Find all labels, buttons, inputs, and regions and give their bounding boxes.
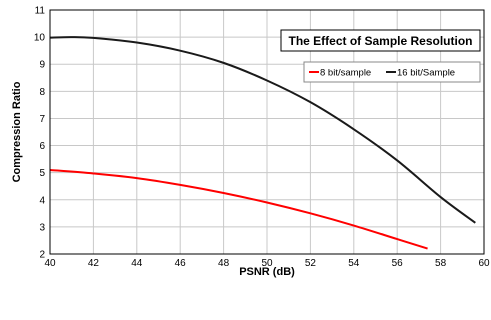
y-tick-label: 6 (39, 141, 45, 152)
x-tick-label: 58 (435, 258, 447, 269)
x-tick-label: 42 (88, 258, 100, 269)
x-tick-label: 54 (348, 258, 360, 269)
series-line-8bit (49, 168, 428, 250)
x-axis-title: PSNR (dB) (239, 266, 295, 278)
y-tick-label: 7 (39, 114, 45, 125)
y-tick-label: 11 (35, 6, 46, 17)
x-tick-labels: 40 42 44 46 48 50 52 54 56 58 60 (44, 258, 490, 269)
chart-title: The Effect of Sample Resolution (288, 34, 472, 48)
x-tick-label: 60 (478, 258, 490, 269)
x-tick-label: 44 (131, 258, 143, 269)
y-tick-label: 3 (39, 222, 45, 233)
x-tick-label: 50 (261, 258, 273, 269)
y-axis-title: Compression Ratio (11, 81, 23, 182)
y-tick-label: 10 (34, 33, 46, 44)
y-tick-labels: 2 3 4 5 6 7 8 9 10 11 (34, 6, 46, 261)
legend-label-8bit: 8 bit/sample (320, 68, 371, 79)
y-tick-label: 5 (39, 168, 45, 179)
x-tick-label: 56 (392, 258, 404, 269)
x-tick-label: 48 (218, 258, 230, 269)
x-tick-label: 46 (175, 258, 187, 269)
legend-label-16bit: 16 bit/Sample (397, 68, 455, 79)
chart-title-box (280, 29, 481, 52)
y-tick-label: 2 (39, 250, 45, 261)
y-tick-label: 4 (39, 195, 45, 206)
plot-border (49, 9, 485, 255)
x-tick-label: 52 (305, 258, 317, 269)
series-line-16bit (49, 36, 476, 224)
series-lines (49, 36, 476, 250)
y-tick-label: 9 (39, 60, 45, 71)
y-tick-label: 8 (39, 87, 45, 98)
x-tick-label: 40 (44, 258, 56, 269)
